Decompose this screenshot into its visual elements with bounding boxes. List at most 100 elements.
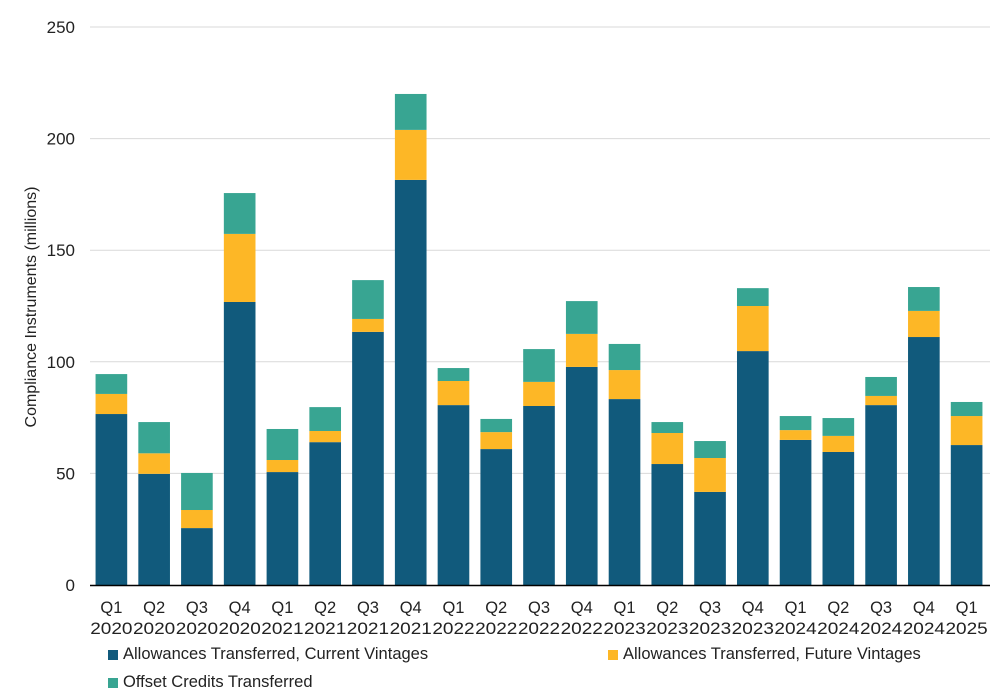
bar-segment-series-2 xyxy=(352,280,384,319)
bar-segment-series-0 xyxy=(865,405,897,585)
bar-segment-series-1 xyxy=(352,318,384,332)
x-tick-year-label: 2023 xyxy=(603,620,645,638)
x-tick-quarter-label: Q1 xyxy=(785,599,807,617)
bar-stack-q1-2024 xyxy=(779,416,812,585)
bar-segment-series-2 xyxy=(266,428,299,461)
bar-segment-series-0 xyxy=(822,451,855,585)
x-tick-quarter-label: Q4 xyxy=(229,599,251,617)
x-tick-quarter-label: Q1 xyxy=(100,599,122,617)
bar-segment-series-2 xyxy=(95,374,128,394)
bar-segment-series-0 xyxy=(608,399,641,585)
bar-segment-series-2 xyxy=(865,376,897,396)
bar-segment-series-0 xyxy=(694,491,726,585)
x-tick-quarter-label: Q3 xyxy=(870,599,892,617)
bar-segment-series-2 xyxy=(908,287,940,311)
bar-stack-q4-2020 xyxy=(223,193,256,585)
x-tick-year-label: 2023 xyxy=(646,620,688,638)
bar-segment-series-2 xyxy=(138,422,170,454)
bar-segment-series-2 xyxy=(309,407,342,431)
x-tick-year-label: 2024 xyxy=(774,620,816,638)
x-tick-quarter-label: Q4 xyxy=(913,599,935,617)
bar-segment-series-1 xyxy=(437,380,470,406)
bar-segment-series-1 xyxy=(608,370,641,400)
bar-segment-series-1 xyxy=(181,510,213,529)
bar-segment-series-1 xyxy=(138,453,170,474)
bar-segment-series-1 xyxy=(95,393,128,415)
bar-stack-q1-2025 xyxy=(950,401,983,585)
bar-segment-series-1 xyxy=(565,333,598,367)
bar-segment-series-0 xyxy=(565,366,598,585)
y-tick-label: 150 xyxy=(47,241,75,260)
bar-stack-q3-2024 xyxy=(865,376,897,585)
x-tick-year-label: 2020 xyxy=(176,620,218,638)
bar-segment-series-2 xyxy=(223,193,256,234)
x-axis-ticks: Q1 2020 Q2 2020 Q3 2020 Q4 2020 Q1 2021 Q2 2021 Q3 20… xyxy=(90,599,987,638)
bar-segment-series-2 xyxy=(822,418,855,436)
x-tick-quarter-label: Q2 xyxy=(485,599,507,617)
bar-segment-series-2 xyxy=(608,343,641,371)
x-tick-quarter-label: Q4 xyxy=(400,599,422,617)
bar-stack-q3-2021 xyxy=(352,280,384,585)
x-tick-year-label: 2022 xyxy=(561,620,603,638)
x-tick-year-label: 2020 xyxy=(90,620,132,638)
x-tick-quarter-label: Q4 xyxy=(571,599,593,617)
bar-segment-series-1 xyxy=(908,310,940,338)
bar-segment-series-0 xyxy=(779,439,812,585)
bar-segment-series-0 xyxy=(95,414,128,585)
x-tick-year-label: 2022 xyxy=(518,620,560,638)
x-tick-quarter-label: Q1 xyxy=(442,599,464,617)
bar-segment-series-0 xyxy=(266,472,299,585)
bar-segment-series-1 xyxy=(865,395,897,406)
bar-stack-q1-2021 xyxy=(266,428,299,585)
x-tick-year-label: 2024 xyxy=(903,620,945,638)
x-tick-quarter-label: Q1 xyxy=(271,599,293,617)
x-tick-year-label: 2021 xyxy=(390,620,432,638)
legend-label-future-vintages: Allowances Transferred, Future Vintages xyxy=(623,645,921,663)
x-tick-year-label: 2021 xyxy=(347,620,389,638)
x-tick-quarter-label: Q1 xyxy=(956,599,978,617)
x-tick-year-label: 2023 xyxy=(732,620,774,638)
legend-label-offset-credits: Offset Credits Transferred xyxy=(123,673,313,691)
x-tick-quarter-label: Q4 xyxy=(742,599,764,617)
bar-segment-series-0 xyxy=(394,179,427,585)
x-tick-quarter-label: Q3 xyxy=(186,599,208,617)
x-tick-quarter-label: Q3 xyxy=(528,599,550,617)
bar-stack-q4-2022 xyxy=(565,301,598,585)
bar-segment-series-1 xyxy=(223,233,256,302)
bar-segment-series-2 xyxy=(651,422,684,434)
bar-stack-q2-2020 xyxy=(138,422,170,585)
bar-stack-q3-2023 xyxy=(694,441,726,585)
legend-item-future-vintages: Allowances Transferred, Future Vintages xyxy=(608,645,921,664)
bar-stack-q2-2023 xyxy=(651,422,684,585)
bar-segment-series-1 xyxy=(480,432,513,450)
bar-segment-series-2 xyxy=(736,288,769,306)
bar-segment-series-0 xyxy=(950,445,983,585)
bar-stack-q4-2024 xyxy=(908,287,940,585)
bar-segment-series-1 xyxy=(822,435,855,452)
x-tick-year-label: 2021 xyxy=(304,620,346,638)
bar-segment-series-2 xyxy=(437,368,470,381)
legend-swatch-current-vintages xyxy=(108,649,118,660)
bars xyxy=(95,93,983,585)
bar-segment-series-0 xyxy=(309,442,342,585)
x-tick-year-label: 2022 xyxy=(432,620,474,638)
bar-segment-series-0 xyxy=(223,301,256,585)
bar-segment-series-1 xyxy=(950,416,983,446)
x-tick-quarter-label: Q3 xyxy=(699,599,721,617)
x-tick-quarter-label: Q1 xyxy=(614,599,636,617)
legend-swatch-offset-credits xyxy=(108,677,118,688)
y-tick-label: 0 xyxy=(66,576,75,595)
bar-segment-series-1 xyxy=(523,381,555,406)
bar-stack-q1-2022 xyxy=(437,368,470,585)
x-tick-quarter-label: Q2 xyxy=(656,599,678,617)
y-axis-ticks: 0 50 100 150 200 250 xyxy=(47,18,75,595)
bar-stack-q2-2021 xyxy=(309,407,342,585)
bar-segment-series-1 xyxy=(736,306,769,352)
bar-segment-series-2 xyxy=(694,441,726,458)
bar-segment-series-2 xyxy=(779,416,812,431)
legend-swatch-future-vintages xyxy=(608,649,618,660)
x-tick-quarter-label: Q3 xyxy=(357,599,379,617)
x-tick-quarter-label: Q2 xyxy=(143,599,165,617)
bar-segment-series-0 xyxy=(523,405,555,585)
